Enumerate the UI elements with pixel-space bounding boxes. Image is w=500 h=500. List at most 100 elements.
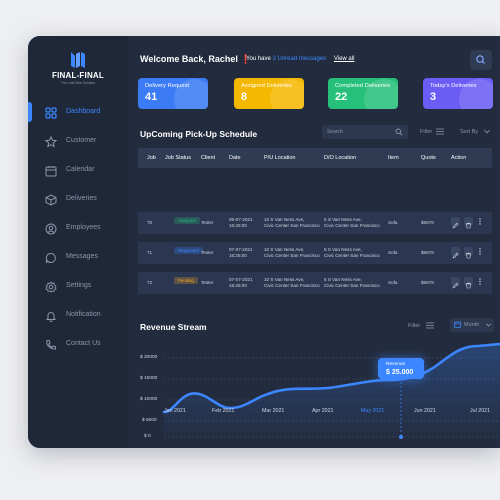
sidebar-item-label: Deliveries (66, 195, 97, 202)
sidebar: FINAL-FINAL The Last Mile Solution Dashb… (28, 36, 128, 448)
col-do-location: D/O Location (324, 155, 357, 161)
edit-button[interactable] (451, 277, 460, 289)
col-client: Client (201, 155, 216, 161)
search-icon (395, 128, 403, 136)
cell-date: 07-07-2021 16:25:00 (229, 277, 253, 289)
brand-name: FINAL-FINAL (52, 71, 104, 80)
status-badge: Pending (174, 277, 198, 284)
cell-do-line2: Civic Center San Francisco (324, 253, 380, 258)
cell-job: 72 (147, 280, 153, 285)
schedule-sort-button[interactable]: Sort By (460, 129, 479, 135)
sidebar-item-settings[interactable]: Settings (28, 276, 128, 298)
cell-date-time: 16:25:00 (229, 283, 247, 288)
header-search-button[interactable] (470, 50, 492, 70)
filter-icon[interactable] (426, 322, 434, 329)
main-content: Welcome Back, Rachel ❗ You have 3 Unread… (128, 36, 500, 448)
sidebar-item-messages[interactable]: Messages (28, 247, 128, 269)
card-value: 41 (145, 91, 158, 103)
logo-mark-icon (71, 52, 85, 68)
table-row[interactable]: 71 Requested Tester 07-07-2021 16:25:00 1… (138, 242, 492, 264)
search-icon (476, 55, 485, 64)
cell-date-time: 16:25:00 (229, 253, 247, 258)
card-decoration (174, 79, 208, 109)
cell-date: 06-07-2021 16:25:00 (229, 217, 253, 229)
filter-icon[interactable] (436, 128, 444, 135)
edit-button[interactable] (451, 247, 460, 259)
x-tick-label: Jan 2021 (164, 408, 186, 414)
sidebar-item-dashboard[interactable]: Dashboard (28, 102, 128, 124)
stat-card-todays-deliveries[interactable]: Today's Deliveries 3 (423, 78, 493, 109)
sidebar-item-notification[interactable]: Notification (28, 305, 128, 327)
x-tick-label: Jul 2021 (470, 408, 491, 414)
sidebar-item-contact-us[interactable]: Contact Us (28, 334, 128, 356)
cell-date-day: 07-07-2021 (229, 277, 253, 282)
card-decoration (270, 79, 304, 109)
app-window: FINAL-FINAL The Last Mile Solution Dashb… (28, 36, 500, 448)
chevron-down-icon (486, 323, 491, 327)
table-row[interactable]: 70 Assigned Tester 06-07-2021 16:25:00 10… (138, 212, 492, 234)
revenue-line (162, 342, 500, 414)
edit-button[interactable] (451, 217, 460, 229)
delete-button[interactable] (464, 277, 473, 289)
sidebar-item-label: Contact Us (66, 340, 101, 347)
more-options-icon[interactable] (478, 217, 482, 226)
more-options-icon[interactable] (478, 247, 482, 256)
revenue-chart (162, 342, 500, 439)
cell-date: 07-07-2021 16:25:00 (229, 247, 253, 259)
sidebar-item-customer[interactable]: Customer (28, 131, 128, 153)
cell-date-day: 07-07-2021 (229, 247, 253, 252)
col-quote: Quote (421, 155, 436, 161)
sidebar-item-deliveries[interactable]: Deliveries (28, 189, 128, 211)
y-tick-label: $ 0 (144, 434, 151, 439)
cell-pu-line1: 10 S Van Ness Ave, (264, 277, 305, 282)
search-placeholder: Search (327, 129, 343, 135)
cell-client: Tester (201, 250, 214, 255)
cell-pu-line2: Civic Center San Francisco (264, 223, 320, 228)
col-date: Date (229, 155, 241, 161)
brand-logo[interactable]: FINAL-FINAL The Last Mile Solution (46, 50, 110, 85)
chat-icon (45, 252, 56, 264)
view-all-link[interactable]: View all (333, 56, 355, 62)
unread-messages-link[interactable]: 3 Unread messages (272, 56, 327, 62)
more-options-icon[interactable] (478, 277, 482, 286)
cell-pu-line1: 10 S Van Ness Ave, (264, 217, 305, 222)
table-row[interactable]: 72 Pending Tester 07-07-2021 16:25:00 10 … (138, 272, 492, 294)
sidebar-item-employees[interactable]: Employees (28, 218, 128, 240)
trash-icon (466, 282, 471, 289)
sidebar-item-label: Notification (66, 311, 101, 318)
y-tick-label: $ 5000 (142, 418, 157, 423)
gear-icon (45, 281, 57, 293)
stat-card-completed-deliveries[interactable]: Completed Deliveries 22 (328, 78, 398, 109)
pencil-icon (452, 282, 459, 289)
star-icon (45, 136, 57, 148)
cell-do-location: 5 S Van Ness Ave, Civic Center San Franci… (324, 247, 380, 259)
sidebar-item-label: Messages (66, 253, 98, 260)
col-action: Action (451, 155, 467, 161)
card-value: 3 (430, 91, 437, 103)
revenue-filter-button[interactable]: Filter (408, 323, 421, 329)
cell-pu-line2: Civic Center San Francisco (264, 283, 320, 288)
active-nav-indicator (28, 102, 32, 122)
schedule-filter-button[interactable]: Filter (420, 129, 433, 135)
card-title: Delivery Request (145, 83, 190, 89)
revenue-area (164, 344, 500, 437)
card-decoration (364, 79, 398, 109)
period-select[interactable]: Month (450, 318, 494, 332)
delete-button[interactable] (464, 247, 473, 259)
cell-item: Sofa (388, 280, 398, 285)
stat-card-assigned-deliveries[interactable]: Assigned Deliveries 8 (234, 78, 304, 109)
cell-quote: $5678 (421, 250, 434, 255)
cell-item: Sofa (388, 220, 398, 225)
cell-job: 71 (147, 250, 153, 255)
tooltip-value: $ 25.000 (386, 369, 414, 376)
sidebar-item-calendar[interactable]: Calendar (28, 160, 128, 182)
card-title: Completed Deliveries (335, 83, 391, 89)
cell-do-location: 5 S Van Ness Ave, Civic Center San Franci… (324, 277, 380, 289)
x-tick-label: Apr 2021 (312, 408, 334, 414)
cell-do-line1: 5 S Van Ness Ave, (324, 247, 362, 252)
cell-client: Tester (201, 220, 214, 225)
stat-card-delivery-request[interactable]: Delivery Request 41 (138, 78, 208, 109)
schedule-search-input[interactable]: Search (322, 125, 408, 139)
col-item: Item (388, 155, 399, 161)
delete-button[interactable] (464, 217, 473, 229)
